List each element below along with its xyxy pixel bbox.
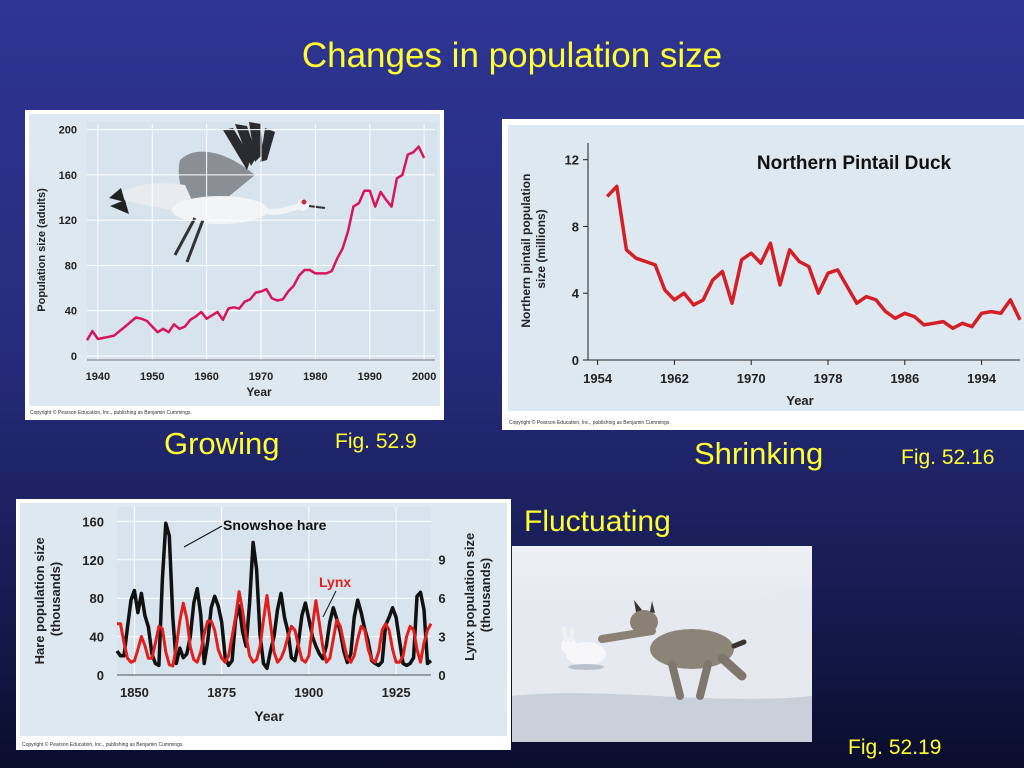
- x-tick-label: 1986: [890, 371, 919, 386]
- y-tick-label: 4: [572, 286, 580, 301]
- lynx-chasing-hare-photo: [512, 546, 812, 742]
- y2-tick-label: 3: [438, 630, 445, 645]
- hare-annotation: Snowshoe hare: [223, 517, 327, 533]
- x-tick-label: 1954: [583, 371, 613, 386]
- hare-lynx-chart: 0 40 80 120 160 0 3 6 9 1850 1875 1900 1925 Hare pop…: [20, 503, 507, 748]
- copyright: Copyright © Pearson Education, Inc., pub…: [30, 409, 192, 416]
- x-tick-label: 1978: [814, 371, 843, 386]
- caption-fluctuating: Fluctuating: [524, 505, 671, 538]
- x-tick-label: 1940: [86, 371, 110, 383]
- y2-tick-label: 0: [438, 668, 445, 683]
- crane-plot: 0 40 80 120 160 200 1940 1950 1960 1970 1980 1990 20…: [59, 124, 436, 383]
- y2-tick-label: 6: [438, 591, 445, 606]
- x-tick-label: 1962: [660, 371, 689, 386]
- pintail-plot: 0 4 8 12 1954 1962 1970 1978 1986 1994: [565, 143, 1022, 386]
- y-tick-label: 200: [59, 125, 77, 137]
- crane-illustration: [109, 122, 326, 263]
- y-tick-label: 80: [65, 260, 77, 272]
- y2-tick-label: 9: [438, 553, 445, 568]
- x-axis-label: Year: [786, 393, 813, 408]
- slide-title: Changes in population size: [301, 36, 723, 75]
- chart-title: Northern Pintail Duck: [757, 153, 952, 174]
- caption-shrinking: Shrinking: [694, 436, 824, 471]
- pintail-chart-panel: 0 4 8 12 1954 1962 1970 1978 1986 1994 Northern P…: [502, 119, 1024, 430]
- x-tick-label: 2000: [412, 371, 436, 383]
- y-tick-label: 12: [565, 153, 579, 168]
- hare-lynx-plot: 0 40 80 120 160 0 3 6 9 1850 1875 1900 1925: [82, 507, 446, 700]
- caption-growing: Growing: [164, 426, 280, 461]
- pintail-chart: 0 4 8 12 1954 1962 1970 1978 1986 1994 Northern P…: [508, 125, 1024, 426]
- y-tick-label: 80: [90, 591, 104, 606]
- y-axis-label: Hare population size (thousands): [32, 534, 63, 665]
- caption-growing-fig: Fig. 52.9: [335, 430, 417, 453]
- pintail-series-line: [605, 184, 1022, 331]
- x-tick-label: 1900: [294, 685, 323, 700]
- y-tick-label: 40: [90, 630, 104, 645]
- hare-lynx-chart-panel: 0 40 80 120 160 0 3 6 9 1850 1875 1900 1925 Hare pop…: [16, 499, 511, 750]
- lynx-annotation-pointer: [322, 590, 337, 618]
- x-axis-label: Year: [246, 385, 272, 399]
- caption-fluctuating-fig: Fig. 52.19: [848, 736, 942, 759]
- y-axis-label: Population size (adults): [36, 188, 48, 312]
- x-tick-label: 1980: [303, 371, 327, 383]
- hare-annotation-pointer: [183, 525, 223, 548]
- y-tick-label: 120: [59, 215, 77, 227]
- copyright: Copyright © Pearson Education, Inc., pub…: [22, 741, 184, 748]
- x-tick-label: 1950: [140, 371, 164, 383]
- crane-chart: 0 40 80 120 160 200 1940 1950 1960 1970 1980 1990 20…: [29, 114, 440, 416]
- copyright: Copyright © Pearson Education, Inc., pub…: [509, 419, 671, 426]
- x-tick-label: 1925: [382, 685, 411, 700]
- y-tick-label: 8: [572, 219, 579, 234]
- caption-shrinking-fig: Fig. 52.16: [901, 446, 995, 469]
- hare-figure: [561, 626, 606, 670]
- y-tick-label: 40: [65, 306, 77, 318]
- x-tick-label: 1970: [737, 371, 766, 386]
- y-axis-label: Northern pintail population size (millio…: [519, 170, 548, 327]
- y-tick-label: 120: [82, 553, 104, 568]
- x-tick-label: 1990: [358, 371, 382, 383]
- x-tick-label: 1960: [194, 371, 218, 383]
- lynx-figure: [598, 600, 747, 700]
- x-axis-label: Year: [254, 708, 284, 724]
- y2-axis-label: Lynx population size (thousands): [462, 529, 493, 661]
- x-tick-label: 1875: [207, 685, 236, 700]
- y-tick-label: 160: [82, 514, 104, 529]
- lynx-annotation: Lynx: [319, 574, 351, 590]
- y-tick-label: 160: [59, 170, 77, 182]
- x-tick-label: 1994: [967, 371, 997, 386]
- y-tick-label: 0: [71, 351, 77, 363]
- x-tick-label: 1970: [249, 371, 273, 383]
- crane-chart-panel: 0 40 80 120 160 200 1940 1950 1960 1970 1980 1990 20…: [25, 110, 444, 420]
- y-tick-label: 0: [572, 353, 579, 368]
- x-tick-label: 1850: [120, 685, 149, 700]
- y-tick-label: 0: [97, 668, 104, 683]
